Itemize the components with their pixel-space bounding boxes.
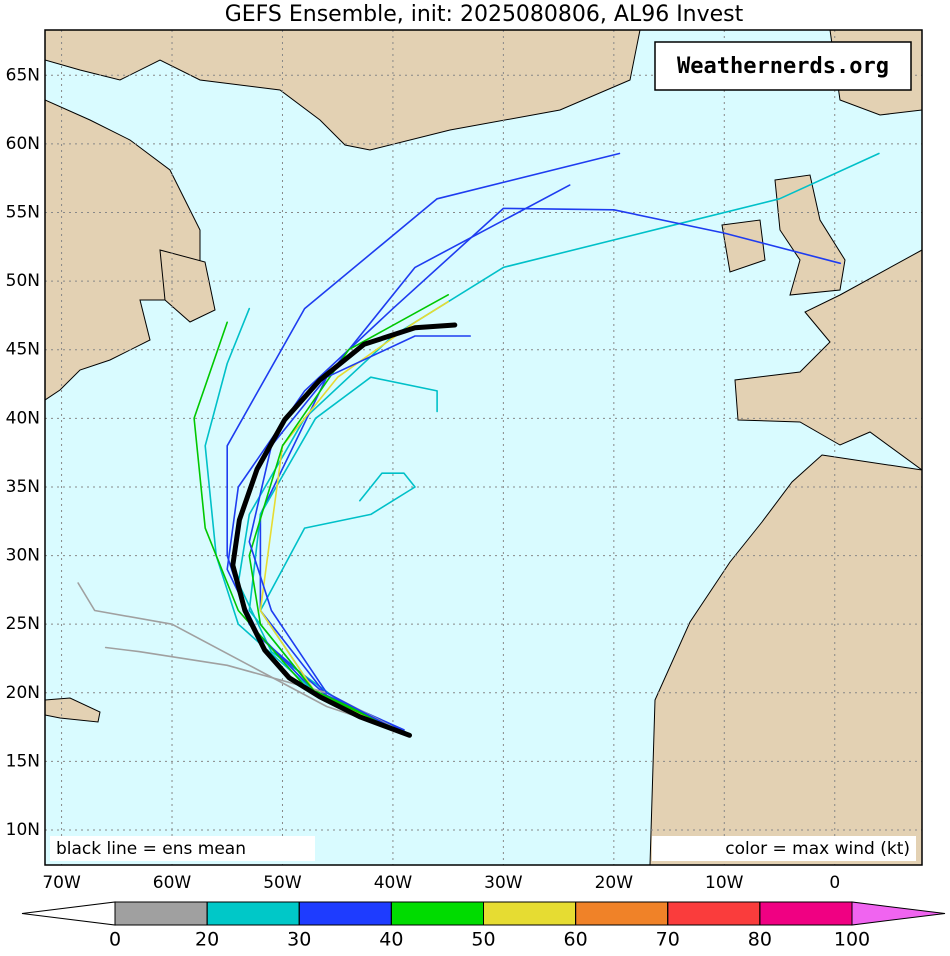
colorbar-segment [390,901,484,926]
note: black line = ens mean [56,839,246,859]
africa [649,454,922,865]
graticule [45,30,922,865]
colorbar-segment [667,901,761,926]
colorbar-label: 100 [834,929,870,951]
colorbar-label: 20 [195,929,219,951]
colorbar-segment [483,901,577,926]
colorbar-label: 70 [656,929,680,951]
lon-label: 60W [153,873,192,893]
member-track [193,321,394,728]
watermark: Weathernerds.org [677,54,889,79]
watermark-box [654,41,912,91]
ireland [721,219,766,273]
lat-label: 10N [6,820,40,840]
colorbar-label: 50 [471,929,495,951]
note-box [652,836,916,861]
tracks [77,152,880,738]
lon-label: 50W [263,873,302,893]
lat-label: 60N [6,134,40,154]
north-america [45,99,201,401]
lon-label: 0 [829,873,840,893]
lat-label: 30N [6,546,40,566]
member-track [248,335,472,735]
colorbar-label: 30 [287,929,311,951]
lat-label: 55N [6,203,40,223]
lon-label: 40W [374,873,413,893]
lat-label: 45N [6,340,40,360]
title: GEFS Ensemble, init: 2025080806, AL96 In… [225,2,744,27]
lat-label: 50N [6,271,40,291]
member-track [226,152,621,733]
member-track [77,582,411,735]
colorbar-label: 40 [379,929,403,951]
mean-track [230,322,458,738]
lon-label: 30W [484,873,523,893]
colorbar-over [851,901,946,926]
greenland [45,30,641,151]
lon-label: 10W [705,873,744,893]
map-frame [44,29,923,866]
colorbar-segment [575,901,669,926]
lat-label: 25N [6,614,40,634]
colorbar-segment [206,901,300,926]
colorbar-segment [759,901,853,926]
lat-label: 35N [6,477,40,497]
newfoundland [159,249,216,323]
lat-label: 20N [6,683,40,703]
colorbar-label: 80 [748,929,772,951]
colorbar-segment [298,901,392,926]
europe [734,249,922,471]
britain [774,174,846,296]
lat-label: 65N [6,65,40,85]
colorbar-segment [114,901,208,926]
member-track [226,207,842,735]
lon-label: 70W [42,873,81,893]
caribbean [45,697,101,723]
note: color = max wind (kt) [725,839,910,859]
colorbar-label: 0 [109,929,121,951]
lat-label: 40N [6,408,40,428]
note-box [50,836,315,861]
colorbar-label: 60 [564,929,588,951]
lat-label: 15N [6,751,40,771]
colorbar-under [21,901,116,926]
colorbar: 0 20 30 40 50 60 70 80 100 [21,901,946,951]
lon-label: 20W [595,873,634,893]
